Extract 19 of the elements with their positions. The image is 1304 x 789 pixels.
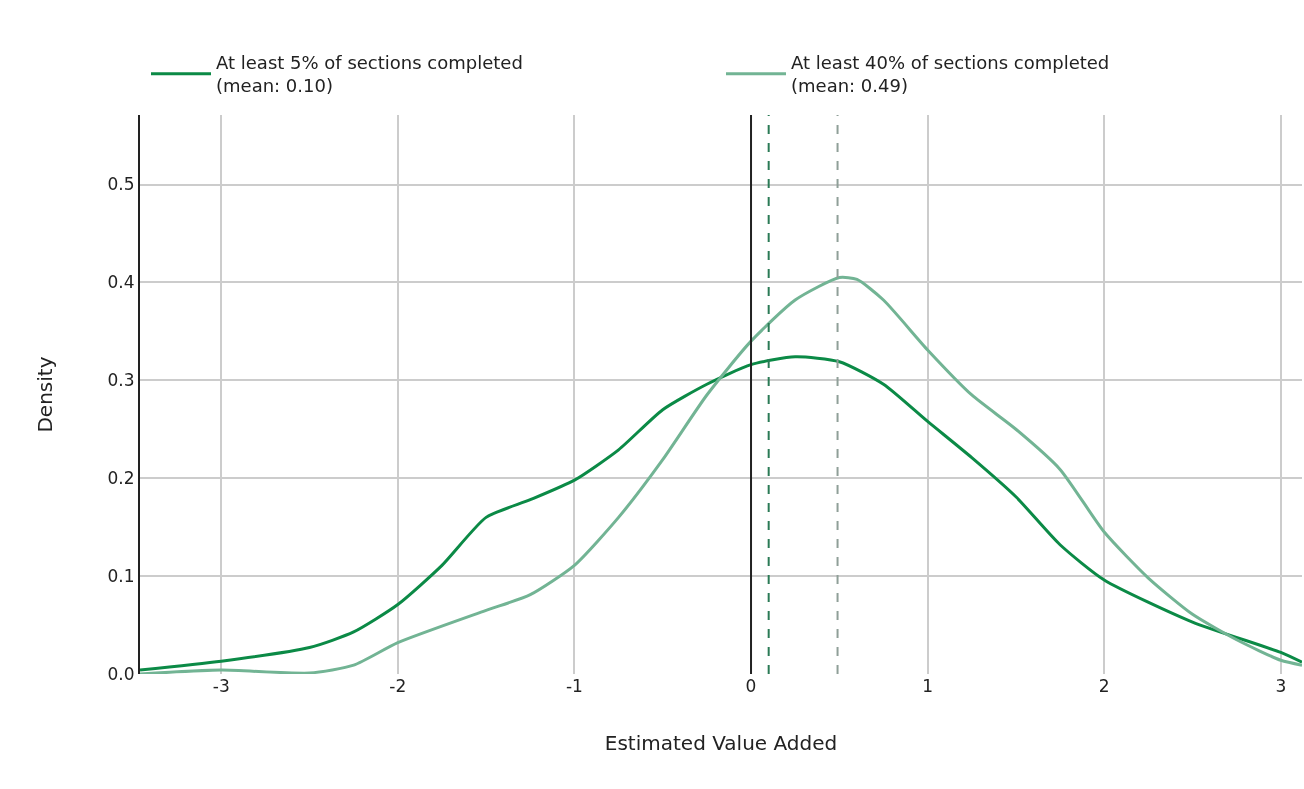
x-tick-label: -3 bbox=[212, 676, 230, 696]
x-axis-title: Estimated Value Added bbox=[604, 730, 838, 755]
y-axis-title: Density bbox=[32, 356, 57, 433]
y-tick-label: 0.2 bbox=[107, 468, 135, 489]
x-tick-label: 3 bbox=[1275, 676, 1287, 696]
line-series bbox=[140, 355, 1302, 672]
x-tick-label: 1 bbox=[922, 676, 934, 696]
x-tick-label: -1 bbox=[565, 676, 583, 696]
y-tick-label: 0.1 bbox=[107, 566, 135, 587]
line-series bbox=[140, 276, 1302, 674]
x-tick-label: 2 bbox=[1098, 676, 1110, 696]
y-tick-label: 0.0 bbox=[107, 663, 135, 684]
y-tick-label: 0.3 bbox=[107, 370, 135, 391]
y-tick-label: 0.4 bbox=[107, 272, 135, 293]
x-tick-label: 0 bbox=[745, 676, 757, 696]
legend-label: At least 5% of sections completed (mean: 0.10) bbox=[216, 52, 523, 97]
y-tick-label: 0.5 bbox=[107, 174, 135, 195]
legend-label: At least 40% of sections completed (mean: 0.49) bbox=[791, 52, 1110, 97]
x-tick-label: -2 bbox=[389, 676, 407, 696]
